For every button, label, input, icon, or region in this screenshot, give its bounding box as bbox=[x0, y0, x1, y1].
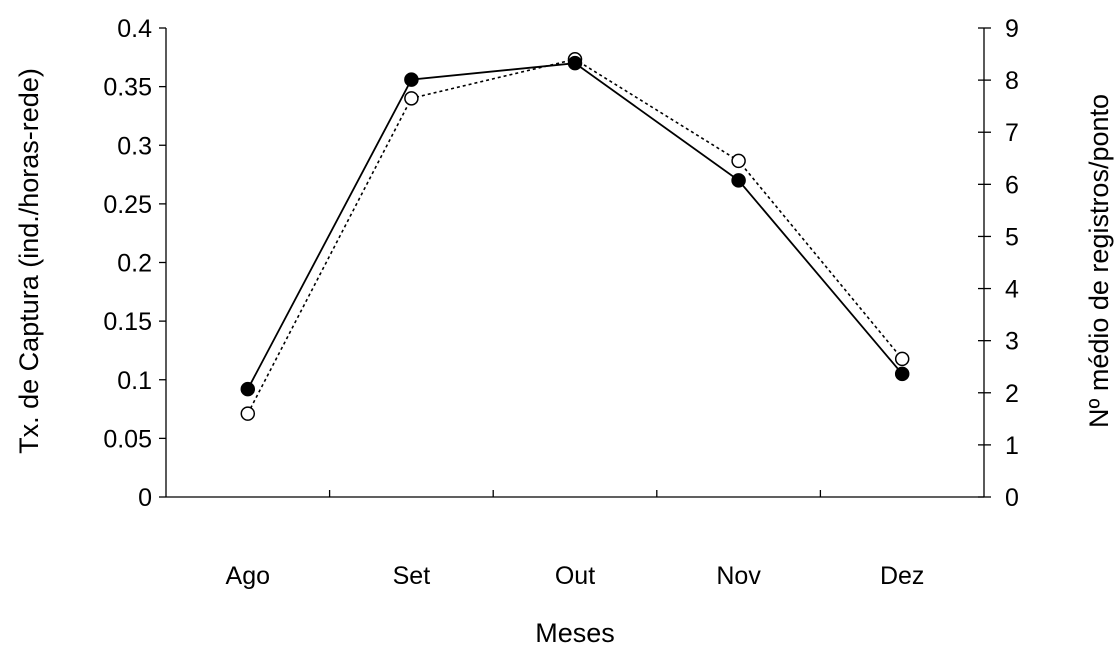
left-y-tick-label: 0.05 bbox=[103, 425, 152, 453]
right-y-tick-label: 2 bbox=[1005, 380, 1019, 408]
left-y-tick-label: 0.35 bbox=[103, 74, 152, 102]
right-y-axis-title: Nº médio de registros/ponto bbox=[1084, 94, 1114, 428]
right-y-tick-label: 7 bbox=[1005, 119, 1019, 147]
right-y-axis-ticks: 0 1 2 3 4 5 6 7 8 9 bbox=[978, 15, 1019, 512]
left-y-tick-label: 0.2 bbox=[117, 250, 152, 278]
x-tick-label: Set bbox=[393, 562, 431, 590]
filled-circle-point bbox=[567, 55, 583, 71]
right-y-tick-label: 0 bbox=[1005, 484, 1019, 512]
filled-circle-point bbox=[240, 381, 256, 397]
x-tick-label: Ago bbox=[226, 562, 270, 590]
open-circle-point bbox=[240, 406, 256, 421]
x-tick-label: Out bbox=[555, 562, 595, 590]
right-y-tick-label: 1 bbox=[1005, 432, 1019, 460]
left-y-tick-label: 0.25 bbox=[103, 191, 152, 219]
right-axis-series-line bbox=[247, 58, 903, 414]
x-tick-label: Nov bbox=[716, 562, 761, 590]
x-axis-ticks: Ago Set Out Nov Dez bbox=[226, 490, 924, 590]
right-y-tick-label: 6 bbox=[1005, 171, 1019, 199]
right-y-tick-label: 3 bbox=[1005, 328, 1019, 356]
x-axis-title: Meses bbox=[535, 618, 615, 648]
open-circle-point bbox=[894, 351, 910, 367]
left-y-tick-label: 0 bbox=[138, 484, 152, 512]
filled-circle-point bbox=[894, 366, 910, 382]
left-y-tick-label: 0.15 bbox=[103, 308, 152, 336]
right-y-tick-label: 5 bbox=[1005, 223, 1019, 251]
open-circle-point bbox=[404, 91, 419, 106]
left-y-tick-label: 0.1 bbox=[117, 367, 152, 395]
left-y-axis-ticks: 0 0.05 0.1 0.15 0.2 0.25 0.3 0.35 0.4 bbox=[103, 15, 166, 512]
left-y-tick-label: 0.3 bbox=[117, 132, 152, 160]
axes bbox=[165, 28, 985, 498]
filled-circle-point bbox=[404, 72, 419, 87]
left-y-axis-title: Tx. de Captura (ind./horas-rede) bbox=[14, 68, 44, 454]
open-circle-point bbox=[731, 153, 746, 169]
series-layer bbox=[240, 52, 910, 421]
right-y-tick-label: 9 bbox=[1005, 15, 1019, 43]
right-y-tick-label: 4 bbox=[1005, 276, 1019, 304]
filled-circle-point bbox=[731, 173, 746, 188]
left-y-tick-label: 0.4 bbox=[117, 15, 152, 43]
right-y-tick-label: 8 bbox=[1005, 67, 1019, 95]
x-tick-label: Dez bbox=[880, 562, 924, 590]
